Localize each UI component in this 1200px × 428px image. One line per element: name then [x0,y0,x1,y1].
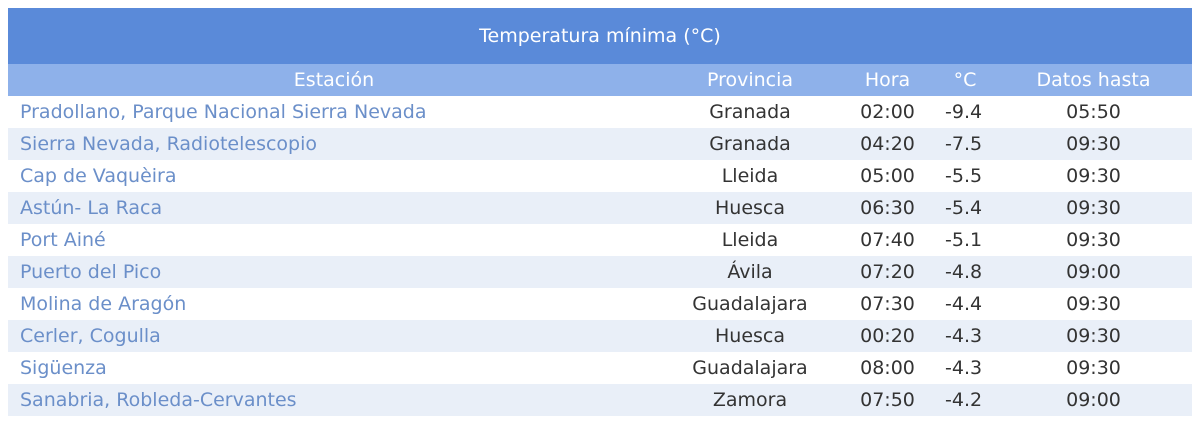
time-cell: 07:20 [840,256,935,288]
province-cell: Granada [709,101,791,123]
table-row: Molina de Aragón Guadalajara 07:30 -4.4 09:3… [8,288,1192,320]
column-header: Hora [840,64,935,96]
data-until-cell: 09:00 [995,384,1192,416]
time-cell: 05:00 [860,165,915,187]
station-link[interactable]: Molina de Aragón [20,293,187,315]
data-until-cell: 05:50 [1066,101,1121,123]
time-cell: 04:20 [840,128,935,160]
table-body: Pradollano, Parque Nacional Sierra Nevad… [8,96,1192,416]
province-cell: Ávila [660,256,840,288]
table-row: Puerto del Pico Ávila 07:20 -4.8 09:00 [8,256,1192,288]
station-link[interactable]: Cerler, Cogulla [8,320,660,352]
province-cell: Zamora [660,384,840,416]
table-row: Cap de Vaquèira Lleida 05:00 -5.5 09:30 [8,160,1192,192]
data-until-cell: 09:30 [1066,229,1121,251]
temperature-cell: -7.5 [935,128,995,160]
province-cell: Guadalajara [692,293,808,315]
station-link[interactable]: Sigüenza [20,357,107,379]
province-cell: Lleida [721,165,779,187]
time-cell: 08:00 [860,357,915,379]
time-cell: 07:50 [840,384,935,416]
temperature-cell: -4.4 [945,293,983,315]
table-title: Temperatura mínima (°C) [8,8,1192,64]
time-cell: 00:20 [840,320,935,352]
data-until-cell: 09:30 [1066,165,1121,187]
temperature-cell: -4.8 [935,256,995,288]
data-until-cell: 09:30 [995,192,1192,224]
data-until-cell: 09:30 [1066,293,1121,315]
data-until-cell: 09:30 [995,128,1192,160]
column-header: Datos hasta [995,64,1192,96]
province-cell: Guadalajara [692,357,808,379]
station-link[interactable]: Astún- La Raca [8,192,660,224]
station-link[interactable]: Cap de Vaquèira [20,165,177,187]
time-cell: 07:30 [860,293,915,315]
column-header: Provincia [660,64,840,96]
data-until-cell: 09:30 [995,320,1192,352]
column-header: °C [935,64,995,96]
temperature-table-widget: Temperatura mínima (°C) Estación Provinci… [8,8,1192,416]
data-until-cell: 09:00 [995,256,1192,288]
time-cell: 02:00 [860,101,915,123]
temperature-cell: -4.3 [945,357,983,379]
province-cell: Huesca [660,320,840,352]
station-link[interactable]: Sierra Nevada, Radiotelescopio [8,128,660,160]
station-link[interactable]: Puerto del Pico [8,256,660,288]
station-link[interactable]: Sanabria, Robleda-Cervantes [8,384,660,416]
header-row: Estación Provincia Hora °C Datos hasta [8,64,1192,96]
time-cell: 07:40 [860,229,915,251]
temperature-table: Estación Provincia Hora °C Datos hasta Prado… [8,64,1192,416]
temperature-cell: -4.2 [935,384,995,416]
table-row: Pradollano, Parque Nacional Sierra Nevad… [8,96,1192,128]
temperature-cell: -4.3 [935,320,995,352]
temperature-cell: -5.5 [945,165,983,187]
column-header: Estación [8,64,660,96]
table-row: Astún- La Raca Huesca 06:30 -5.4 09:30 [8,192,1192,224]
time-cell: 06:30 [840,192,935,224]
province-cell: Granada [660,128,840,160]
temperature-cell: -9.4 [945,101,983,123]
province-cell: Huesca [660,192,840,224]
table-row: Port Ainé Lleida 07:40 -5.1 09:30 [8,224,1192,256]
temperature-cell: -5.1 [945,229,983,251]
station-link[interactable]: Port Ainé [20,229,106,251]
temperature-cell: -5.4 [935,192,995,224]
table-row: Cerler, Cogulla Huesca 00:20 -4.3 09:30 [8,320,1192,352]
table-row: Sierra Nevada, Radiotelescopio Granada 04:… [8,128,1192,160]
table-row: Sanabria, Robleda-Cervantes Zamora 07:50 -4… [8,384,1192,416]
table-row: Sigüenza Guadalajara 08:00 -4.3 09:30 [8,352,1192,384]
station-link[interactable]: Pradollano, Parque Nacional Sierra Nevad… [20,101,427,123]
province-cell: Lleida [721,229,779,251]
data-until-cell: 09:30 [1066,357,1121,379]
